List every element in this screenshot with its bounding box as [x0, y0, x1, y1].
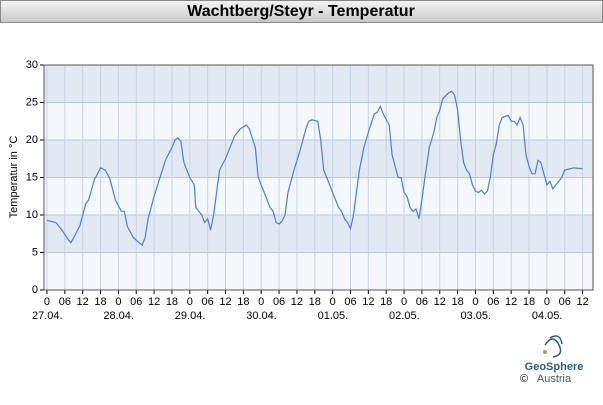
- x-tick-label: 12: [291, 296, 303, 308]
- x-tick-label: 18: [380, 296, 392, 308]
- x-tick-label: 18: [237, 296, 249, 308]
- x-tick-label: 18: [94, 296, 106, 308]
- x-tick-label: 0: [472, 296, 478, 308]
- y-tick-label: 20: [26, 134, 38, 146]
- x-tick-label: 06: [130, 296, 142, 308]
- x-tick-label: 0: [544, 296, 550, 308]
- x-tick-label: 18: [451, 296, 463, 308]
- logo-country: Austria: [537, 373, 572, 385]
- date-label: 29.04.: [175, 310, 206, 322]
- x-tick-label: 0: [44, 296, 50, 308]
- x-tick-label: 06: [273, 296, 285, 308]
- date-label: 04.05.: [532, 310, 563, 322]
- copyright: ©: [520, 373, 528, 385]
- date-label: 28.04.: [103, 310, 134, 322]
- x-tick-label: 06: [202, 296, 214, 308]
- x-tick-label: 06: [344, 296, 356, 308]
- x-tick-label: 18: [523, 296, 535, 308]
- band: [44, 215, 593, 253]
- date-label: 02.05.: [389, 310, 420, 322]
- logo: GeoSphere Austria ©: [520, 335, 584, 385]
- x-tick-label: 12: [362, 296, 374, 308]
- y-tick-label: 25: [26, 96, 38, 108]
- plot-border: [43, 64, 594, 291]
- x-tick-label: 06: [59, 296, 71, 308]
- line: [46, 90, 583, 246]
- y-tick-label: 10: [26, 209, 38, 221]
- x-tick-label: 12: [505, 296, 517, 308]
- x-tick-label: 0: [115, 296, 121, 308]
- date-label: 30.04.: [246, 310, 277, 322]
- x-tick-label: 12: [576, 296, 588, 308]
- y-tick-label: 30: [26, 59, 38, 71]
- x-tick-label: 06: [416, 296, 428, 308]
- x-tick-label: 06: [559, 296, 571, 308]
- x-tick-label: 12: [434, 296, 446, 308]
- band: [44, 65, 593, 103]
- x-tick-label: 0: [330, 296, 336, 308]
- x-tick-label: 12: [219, 296, 231, 308]
- x-tick-label: 0: [187, 296, 193, 308]
- x-tick-label: 0: [258, 296, 264, 308]
- y-tick-label: 5: [32, 246, 38, 258]
- band: [44, 140, 593, 178]
- y-tick-label: 0: [32, 284, 38, 296]
- x-tick-label: 12: [148, 296, 160, 308]
- x-tick-label: 12: [77, 296, 89, 308]
- x-tick-label: 18: [166, 296, 178, 308]
- date-label: 27.04.: [32, 310, 63, 322]
- x-tick-label: 0: [401, 296, 407, 308]
- y-tick-label: 15: [26, 171, 38, 183]
- x-tick-label: 06: [487, 296, 499, 308]
- date-label: 03.05.: [460, 310, 491, 322]
- chart-title: Wachtberg/Steyr - Temperatur: [187, 3, 415, 20]
- logo-name: GeoSphere: [525, 361, 584, 373]
- x-tick-label: 18: [309, 296, 321, 308]
- y-axis-label: Temperatur in °C: [8, 136, 20, 219]
- date-label: 01.05.: [318, 310, 349, 322]
